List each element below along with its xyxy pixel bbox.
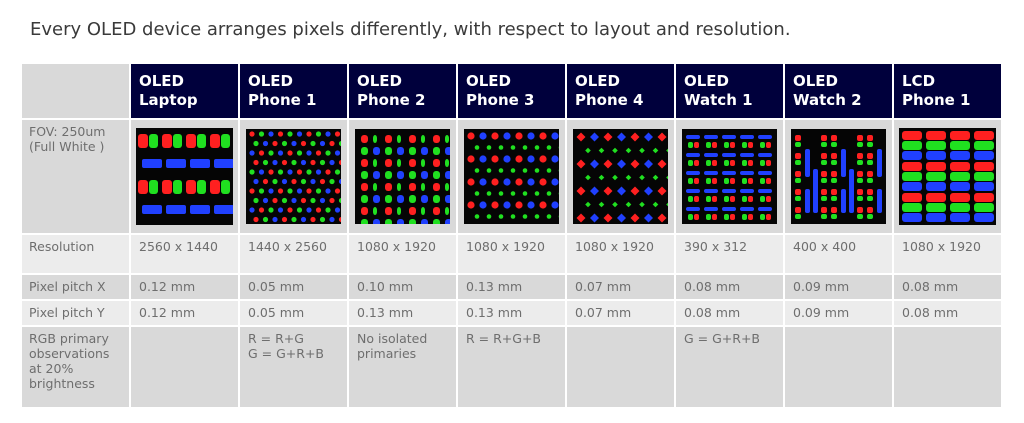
device-type: OLED xyxy=(466,72,512,90)
resolution-value: 1080 x 1920 xyxy=(458,235,565,273)
rgb-observation: G = G+R+B xyxy=(676,327,783,407)
device-type: OLED xyxy=(575,72,621,90)
header-corner xyxy=(22,64,129,118)
resolution-value: 1080 x 1920 xyxy=(349,235,456,273)
pitch-x-value: 0.13 mm xyxy=(458,275,565,299)
subpixel-micrograph xyxy=(355,129,450,224)
device-header: OLED Phone 1 xyxy=(240,64,347,118)
pitch-y-value: 0.07 mm xyxy=(567,301,674,325)
device-name: Watch 2 xyxy=(793,91,862,109)
pixel-image-cell xyxy=(458,120,565,233)
pixel-image-cell xyxy=(894,120,1001,233)
device-header: OLED Phone 4 xyxy=(567,64,674,118)
row-label: Pixel pitch X xyxy=(22,275,129,299)
rgb-observation: R = R+G G = G+R+B xyxy=(240,327,347,407)
device-name: Phone 4 xyxy=(575,91,644,109)
pitch-x-value: 0.08 mm xyxy=(894,275,1001,299)
row-label: Pixel pitch Y xyxy=(22,301,129,325)
pitch-x-value: 0.07 mm xyxy=(567,275,674,299)
device-type: LCD xyxy=(902,72,936,90)
device-name: Phone 1 xyxy=(902,91,971,109)
pitch-y-value: 0.13 mm xyxy=(458,301,565,325)
pixel-image-cell xyxy=(785,120,892,233)
device-type: OLED xyxy=(357,72,403,90)
subpixel-micrograph xyxy=(464,129,559,224)
resolution-value: 390 x 312 xyxy=(676,235,783,273)
rgb-observation xyxy=(785,327,892,407)
device-name: Phone 2 xyxy=(357,91,426,109)
rgb-observation: No isolated primaries xyxy=(349,327,456,407)
row-label: FOV: 250um (Full White ) xyxy=(22,120,129,233)
device-type: OLED xyxy=(793,72,839,90)
resolution-value: 1080 x 1920 xyxy=(894,235,1001,273)
device-header: OLED Laptop xyxy=(131,64,238,118)
device-header: OLED Phone 2 xyxy=(349,64,456,118)
header-row: OLED Laptop OLED Phone 1 OLED Phone 2 OLED P… xyxy=(22,64,1001,118)
fov-row: FOV: 250um (Full White ) xyxy=(22,120,1001,233)
pixel-image-cell xyxy=(349,120,456,233)
device-header: OLED Phone 3 xyxy=(458,64,565,118)
pitch-x-value: 0.10 mm xyxy=(349,275,456,299)
device-name: Watch 1 xyxy=(684,91,753,109)
device-name: Laptop xyxy=(139,91,198,109)
pixel-image-cell xyxy=(676,120,783,233)
pitch-y-value: 0.08 mm xyxy=(894,301,1001,325)
device-header: LCD Phone 1 xyxy=(894,64,1001,118)
device-type: OLED xyxy=(684,72,730,90)
pitch-x-value: 0.08 mm xyxy=(676,275,783,299)
pitch-y-value: 0.13 mm xyxy=(349,301,456,325)
pitch-x-row: Pixel pitch X 0.12 mm 0.05 mm 0.10 mm 0.… xyxy=(22,275,1001,299)
row-label: RGB primary observations at 20% brightness xyxy=(22,327,129,407)
subpixel-micrograph xyxy=(899,128,996,225)
subpixel-micrograph xyxy=(791,129,886,224)
pixel-comparison-table: OLED Laptop OLED Phone 1 OLED Phone 2 OLED P… xyxy=(20,62,1003,409)
device-header: OLED Watch 1 xyxy=(676,64,783,118)
resolution-value: 1440 x 2560 xyxy=(240,235,347,273)
device-type: OLED xyxy=(248,72,294,90)
resolution-value: 1080 x 1920 xyxy=(567,235,674,273)
resolution-value: 2560 x 1440 xyxy=(131,235,238,273)
pitch-x-value: 0.09 mm xyxy=(785,275,892,299)
rgb-observation xyxy=(131,327,238,407)
pixel-image-cell xyxy=(240,120,347,233)
pixel-image-cell xyxy=(567,120,674,233)
subpixel-micrograph xyxy=(246,129,341,224)
subpixel-micrograph xyxy=(573,129,668,224)
pitch-y-value: 0.09 mm xyxy=(785,301,892,325)
pitch-y-row: Pixel pitch Y 0.12 mm 0.05 mm 0.13 mm 0.… xyxy=(22,301,1001,325)
pitch-x-value: 0.05 mm xyxy=(240,275,347,299)
pitch-y-value: 0.08 mm xyxy=(676,301,783,325)
resolution-value: 400 x 400 xyxy=(785,235,892,273)
device-name: Phone 1 xyxy=(248,91,317,109)
device-type: OLED xyxy=(139,72,185,90)
device-name: Phone 3 xyxy=(466,91,535,109)
device-header: OLED Watch 2 xyxy=(785,64,892,118)
pitch-x-value: 0.12 mm xyxy=(131,275,238,299)
rgb-observation xyxy=(894,327,1001,407)
rgb-observation xyxy=(567,327,674,407)
subpixel-micrograph xyxy=(136,128,233,225)
pitch-y-value: 0.12 mm xyxy=(131,301,238,325)
row-label: Resolution xyxy=(22,235,129,273)
rgb-observation-row: RGB primary observations at 20% brightness … xyxy=(22,327,1001,407)
page-title: Every OLED device arranges pixels differ… xyxy=(30,19,791,40)
rgb-observation: R = R+G+B xyxy=(458,327,565,407)
subpixel-micrograph xyxy=(682,129,777,224)
pixel-image-cell xyxy=(131,120,238,233)
resolution-row: Resolution 2560 x 1440 1440 x 2560 1080 … xyxy=(22,235,1001,273)
pitch-y-value: 0.05 mm xyxy=(240,301,347,325)
